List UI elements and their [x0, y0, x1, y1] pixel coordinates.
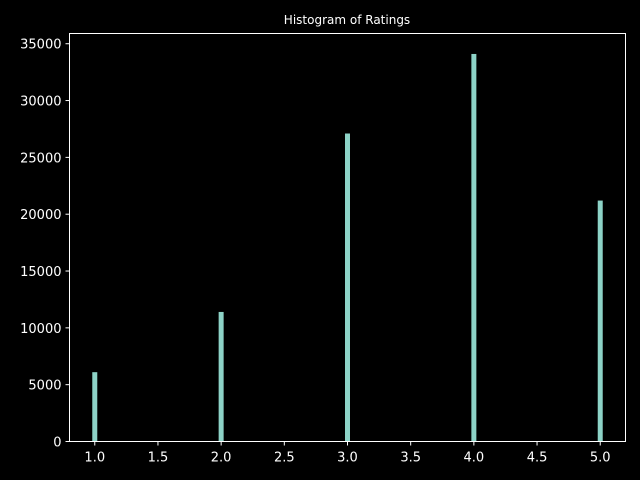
y-tick-label: 0 [53, 436, 61, 451]
x-tick-label: 3.0 [337, 451, 358, 466]
bar-rating-1 [92, 372, 98, 442]
y-tick-label: 5000 [28, 379, 61, 394]
x-tick-label: 1.5 [148, 451, 169, 466]
y-tick-label: 30000 [20, 95, 61, 110]
y-tick-label: 10000 [20, 322, 61, 337]
x-tick-label: 3.5 [400, 451, 421, 466]
bar-rating-5 [597, 200, 603, 442]
x-tick-label: 4.0 [464, 451, 485, 466]
bar-rating-3 [345, 133, 350, 442]
y-tick-label: 25000 [20, 151, 61, 166]
y-axis: 0 5000 10000 15000 20000 25000 30000 35000 [20, 38, 70, 451]
x-tick-label: 2.0 [211, 451, 232, 466]
y-tick-label: 35000 [20, 38, 61, 53]
bars-layer [92, 53, 603, 442]
x-tick-label: 2.5 [274, 451, 295, 466]
x-axis: 1.0 1.5 2.0 2.5 3.0 3.5 4.0 4.5 5.0 [84, 441, 611, 466]
x-tick-label: 5.0 [590, 451, 611, 466]
x-tick-label: 4.5 [527, 451, 548, 466]
y-tick-label: 15000 [20, 265, 61, 280]
chart-title: Histogram of Ratings [284, 13, 410, 27]
y-tick-label: 20000 [20, 208, 61, 223]
bar-rating-4 [471, 53, 477, 442]
x-tick-label: 1.0 [84, 451, 105, 466]
bar-rating-2 [218, 311, 224, 442]
